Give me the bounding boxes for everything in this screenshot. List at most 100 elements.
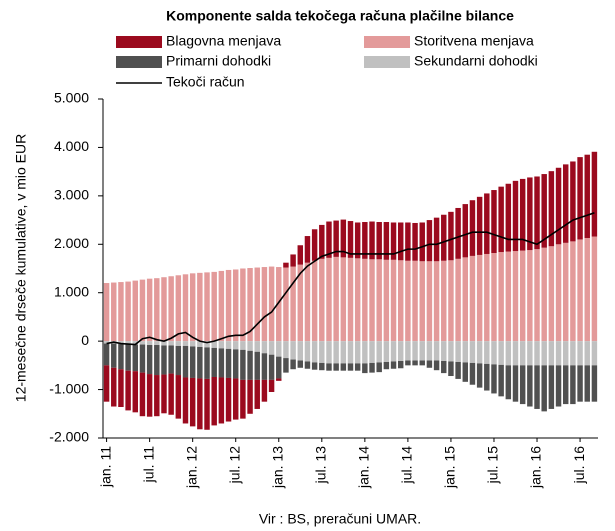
bar-segment (225, 341, 232, 349)
bar-segment (240, 268, 246, 342)
bar-segment (512, 365, 519, 402)
bar-segment (333, 341, 339, 364)
x-tick-label: jan. 16 (528, 446, 544, 489)
x-tick-label: jul. 16 (571, 446, 587, 485)
bar-segment (225, 269, 232, 342)
bar-segment (340, 341, 347, 364)
bar-segment (290, 341, 296, 360)
bar-segment (283, 267, 289, 342)
bar-segment (491, 253, 497, 342)
bar-segment (197, 346, 203, 379)
bar-segment (103, 283, 110, 342)
bar-segment (297, 264, 304, 342)
bar-segment (268, 379, 275, 392)
bar-segment (232, 378, 239, 420)
bar-segment (376, 222, 382, 260)
bar-segment (433, 360, 440, 371)
bar-segment (534, 365, 540, 409)
bar-segment (484, 341, 490, 364)
x-tick-label: jan. 14 (356, 446, 372, 489)
bar-segment (139, 279, 146, 342)
bar-segment (362, 363, 368, 374)
bar-segment (441, 260, 447, 342)
bar-segment (548, 365, 555, 409)
bar-segment (541, 174, 547, 248)
bar-segment (240, 349, 246, 380)
bar-segment (304, 361, 311, 369)
bar-segment (146, 341, 153, 346)
bar-segment (448, 211, 454, 261)
bar-segment (347, 257, 354, 342)
bar-segment (218, 270, 225, 342)
bar-segment (405, 360, 411, 366)
bar-segment (383, 361, 390, 370)
bar-segment (562, 164, 569, 243)
bar-segment (132, 280, 139, 342)
bar-segment (548, 246, 555, 342)
bar-segment (254, 351, 260, 380)
bar-segment (476, 254, 483, 342)
bar-segment (570, 241, 576, 342)
bar-segment (326, 363, 332, 371)
bar-segment (154, 375, 160, 417)
bar-segment (519, 250, 526, 342)
legend-label: Storitvena menjava (414, 33, 534, 49)
bar-segment (505, 365, 512, 400)
bar-segment (125, 281, 131, 342)
bar-segment (419, 360, 425, 366)
bar-segment (304, 262, 311, 342)
bar-segment (491, 364, 497, 394)
bar-segment (527, 177, 533, 251)
bar-segment (132, 371, 139, 413)
bar-segment (197, 378, 203, 430)
bar-segment (505, 341, 512, 366)
bar-segment (347, 341, 354, 364)
bar-segment (376, 259, 382, 342)
bar-segment (577, 239, 583, 342)
bar-segment (111, 343, 117, 368)
bar-segment (247, 379, 253, 414)
bar-segment (290, 359, 296, 370)
bar-segment (419, 341, 425, 361)
bar-segment (397, 360, 404, 369)
y-tick-label: 1.000 (54, 283, 89, 299)
bar-segment (455, 361, 461, 379)
bar-segment (541, 365, 547, 412)
bar-segment (369, 362, 375, 373)
bar-segment (254, 379, 260, 409)
bar-segment (175, 275, 182, 342)
bar-segment (534, 249, 540, 342)
bar-segment (311, 362, 318, 370)
bar-segment (204, 272, 210, 342)
bar-segment (154, 345, 160, 376)
bar-segment (161, 345, 167, 375)
bar-segment (512, 341, 519, 366)
y-tick-label: -1.000 (49, 380, 89, 396)
bar-segment (426, 220, 433, 262)
x-tick-label: jan. 12 (183, 446, 199, 489)
legend-label: Primarni dohodki (166, 53, 271, 69)
bar-segment (426, 360, 433, 368)
bar-segment (146, 374, 153, 417)
bar-segment (204, 341, 210, 348)
bar-segment (139, 372, 146, 417)
bar-segment (175, 375, 182, 419)
bar-segment (397, 341, 404, 361)
bar-segment (476, 363, 483, 388)
chart-title: Komponente salda tekočega računa plačiln… (166, 8, 514, 24)
bar-segment (426, 341, 433, 361)
bar-segment (441, 341, 447, 361)
bar-segment (512, 251, 519, 342)
bar-segment (484, 193, 490, 254)
x-tick-label: jul. 15 (485, 446, 501, 485)
bar-segment (570, 365, 576, 405)
bar-segment (247, 341, 253, 351)
bar-segment (541, 247, 547, 342)
bar-segment (297, 341, 304, 361)
bar-segment (240, 341, 246, 350)
bar-segment (527, 250, 533, 342)
bar-segment (383, 259, 390, 342)
bar-segment (484, 363, 490, 391)
bar-segment (519, 341, 526, 366)
bar-segment (455, 207, 461, 259)
